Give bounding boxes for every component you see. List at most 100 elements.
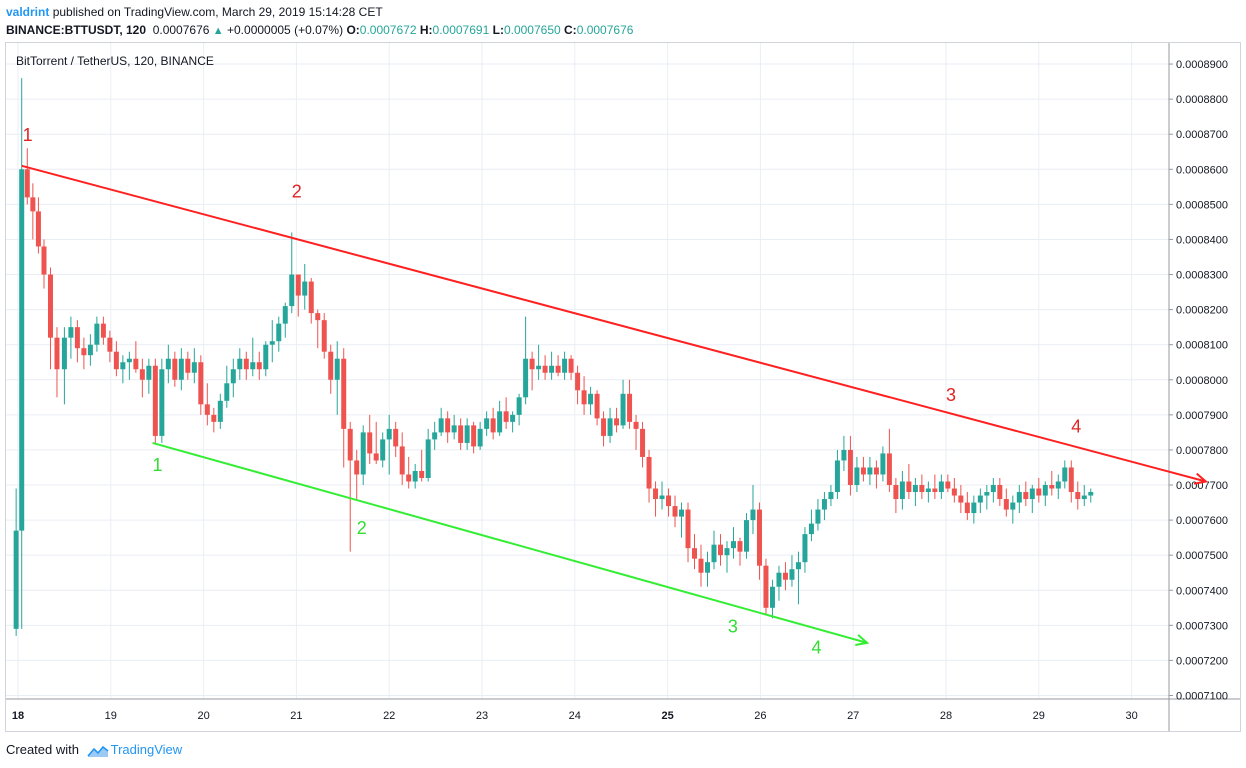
- publish-info: valdrint published on TradingView.com, M…: [6, 5, 383, 19]
- candle-body-down: [932, 488, 938, 493]
- candle-body-down: [594, 393, 600, 419]
- candle-body-down: [945, 481, 951, 489]
- high-label: H:: [419, 23, 433, 37]
- x-tick-label: 25: [661, 710, 673, 722]
- candle-body-up: [380, 439, 386, 461]
- tradingview-brand[interactable]: TradingView: [110, 742, 183, 757]
- candle-body-down: [1023, 492, 1029, 500]
- y-tick-label: 0.0007500: [1176, 550, 1228, 562]
- candle-body-up: [217, 400, 223, 422]
- candle-body-up: [386, 428, 392, 440]
- candle-body-down: [133, 358, 139, 370]
- candle-body-down: [139, 369, 145, 380]
- ohlc-bar: BINANCE:BTTUSDT, 120 0.0007676 ▲ +0.0000…: [6, 23, 633, 37]
- candle-body-up: [497, 411, 503, 433]
- candle-body-down: [575, 372, 581, 391]
- candle-body-down: [341, 358, 347, 429]
- candle-body-down: [35, 211, 41, 247]
- candle-body-down: [873, 467, 879, 475]
- candle-body-up: [679, 509, 685, 517]
- y-tick-label: 0.0007300: [1176, 620, 1228, 632]
- candle-body-up: [1062, 467, 1068, 482]
- candle-body-down: [321, 320, 327, 352]
- candle-body-up: [828, 492, 834, 500]
- candle-body-down: [1068, 467, 1074, 493]
- candle-body-up: [334, 358, 340, 380]
- created-with-text: Created with: [6, 742, 79, 757]
- symbol-label: BINANCE:BTTUSDT, 120: [6, 23, 147, 37]
- y-tick-label: 0.0008400: [1176, 234, 1228, 246]
- candle-body-up: [191, 362, 197, 373]
- candle-body-up: [289, 274, 295, 307]
- candle-body-up: [730, 541, 736, 549]
- y-tick-label: 0.0008900: [1176, 59, 1228, 71]
- candle-body-down: [555, 365, 561, 373]
- candle-body-up: [263, 344, 269, 370]
- candle-body-down: [893, 485, 899, 500]
- candle-body-down: [100, 323, 106, 338]
- candle-body-up: [821, 499, 827, 510]
- up-triangle-icon: ▲: [212, 25, 224, 37]
- candle-body-up: [769, 586, 775, 608]
- open-value: 0.0007672: [359, 23, 417, 37]
- candle-body-up: [230, 369, 236, 384]
- candle-body-down: [185, 358, 191, 373]
- candle-body-up: [984, 492, 990, 496]
- candle-body-up: [224, 383, 230, 401]
- candle-body-up: [477, 428, 483, 447]
- candle-body-down: [581, 390, 587, 405]
- candle-body-up: [451, 425, 457, 433]
- candle-body-down: [666, 495, 672, 507]
- x-tick-label: 27: [847, 710, 859, 722]
- candle-body-up: [776, 572, 782, 587]
- y-tick-label: 0.0008000: [1176, 375, 1228, 387]
- y-tick-label: 0.0008600: [1176, 164, 1228, 176]
- candle-body-up: [68, 327, 74, 338]
- candle-body-up: [146, 365, 152, 380]
- candle-body-up: [282, 306, 288, 324]
- tradingview-logo-icon: [87, 745, 109, 757]
- x-tick-label: 29: [1033, 710, 1045, 722]
- candle-body-down: [211, 414, 217, 422]
- candle-body-up: [834, 460, 840, 493]
- candle-body-up: [425, 439, 431, 478]
- candle-body-down: [737, 541, 743, 552]
- close-label: C:: [564, 23, 577, 37]
- candle-body-down: [471, 425, 477, 447]
- candle-body-down: [406, 474, 412, 482]
- candle-body-up: [925, 488, 931, 493]
- candle-body-down: [698, 558, 704, 573]
- candle-body-up: [1081, 495, 1087, 500]
- y-tick-label: 0.0007200: [1176, 655, 1228, 667]
- candle-body-down: [627, 393, 633, 422]
- candle-body-down: [458, 425, 464, 443]
- candle-body-up: [659, 495, 665, 500]
- candle-body-down: [399, 446, 405, 475]
- candle-body-down: [41, 246, 47, 275]
- candle-body-up: [464, 425, 470, 443]
- candle-body-up: [808, 523, 814, 535]
- candle-body-up: [13, 530, 19, 629]
- candle-body-up: [990, 485, 996, 493]
- open-label: O:: [346, 23, 360, 37]
- author-name[interactable]: valdrint: [6, 5, 50, 19]
- point-annotation: 1: [23, 125, 33, 145]
- y-tick-label: 0.0008200: [1176, 305, 1228, 317]
- y-tick-label: 0.0007100: [1176, 690, 1228, 702]
- candle-body-down: [419, 470, 425, 478]
- chart-frame[interactable]: 0.0008900 0.0008800 0.0008700 0.0008600 0.00…: [5, 42, 1241, 732]
- x-tick-label: 30: [1125, 710, 1137, 722]
- chart-svg[interactable]: 0.0008900 0.0008800 0.0008700 0.0008600 0.00…: [6, 43, 1240, 731]
- candle-body-up: [484, 418, 490, 429]
- y-tick-label: 0.0008500: [1176, 199, 1228, 211]
- candle-body-down: [172, 358, 178, 380]
- candle-body-up: [867, 467, 873, 475]
- candle-body-down: [347, 428, 353, 461]
- resistance-arrow-icon: [1193, 472, 1209, 485]
- candle-body-down: [614, 418, 620, 426]
- x-tick-label: 23: [476, 710, 488, 722]
- candle-body-down: [763, 565, 769, 608]
- candle-body-down: [1049, 485, 1055, 489]
- candle-body-up: [87, 344, 93, 356]
- candle-body-down: [445, 418, 451, 433]
